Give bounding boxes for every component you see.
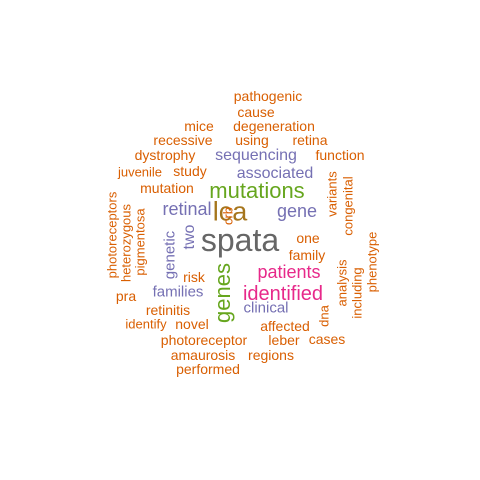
- word-crb: crb: [220, 206, 236, 226]
- word-including: including: [349, 267, 365, 319]
- word-two: two: [181, 224, 198, 250]
- word-pathogenic: pathogenic: [233, 88, 303, 104]
- word-spata: spata: [200, 222, 280, 258]
- word-mutations: mutations: [209, 178, 305, 203]
- word-photoreceptors: photoreceptors: [104, 191, 120, 279]
- word-photoreceptor: photoreceptor: [160, 332, 248, 348]
- word-one: one: [296, 230, 320, 246]
- word-clinical: clinical: [243, 299, 289, 317]
- word-novel: novel: [175, 316, 209, 332]
- word-phenotype: phenotype: [364, 231, 380, 293]
- word-lca: lca: [212, 196, 248, 227]
- word-using: using: [235, 132, 269, 148]
- word-study: study: [173, 163, 207, 179]
- word-retinal: retinal: [162, 199, 212, 219]
- word-associated: associated: [236, 165, 314, 182]
- word-identify: identify: [125, 316, 167, 332]
- word-gene: gene: [276, 201, 318, 221]
- word-leber: leber: [268, 332, 300, 348]
- word-risk: risk: [183, 269, 205, 285]
- word-cases: cases: [308, 331, 346, 347]
- word-regions: regions: [248, 347, 294, 363]
- word-performed: performed: [176, 361, 240, 377]
- word-identified: identified: [242, 283, 324, 305]
- word-heterozygous: heterozygous: [118, 203, 134, 283]
- word-variants: variants: [324, 171, 340, 217]
- word-analysis: analysis: [334, 259, 350, 307]
- word-retinitis: retinitis: [145, 302, 191, 318]
- word-affected: affected: [260, 318, 310, 334]
- word-pigmentosa: pigmentosa: [132, 208, 148, 276]
- word-juvenile: juvenile: [117, 164, 163, 180]
- word-retina: retina: [292, 132, 328, 148]
- word-sequencing: sequencing: [215, 147, 297, 164]
- word-family: family: [288, 247, 326, 263]
- word-pra: pra: [115, 288, 137, 304]
- word-degeneration: degeneration: [233, 118, 315, 134]
- word-function: function: [315, 147, 365, 163]
- word-dystrophy: dystrophy: [134, 147, 196, 163]
- word-patients: patients: [257, 262, 321, 282]
- word-amaurosis: amaurosis: [170, 347, 236, 363]
- word-families: families: [152, 283, 204, 301]
- word-cause: cause: [237, 104, 275, 120]
- word-recessive: recessive: [153, 132, 213, 148]
- word-mice: mice: [184, 118, 214, 134]
- word-congenital: congenital: [340, 176, 356, 236]
- word-dna: dna: [316, 305, 332, 327]
- word-mutation: mutation: [140, 180, 194, 196]
- word-genes: genes: [210, 263, 235, 323]
- word-genetic: genetic: [161, 230, 179, 280]
